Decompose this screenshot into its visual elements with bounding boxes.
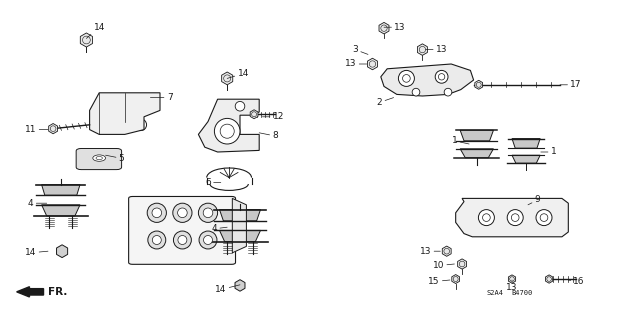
Ellipse shape xyxy=(479,210,495,226)
Ellipse shape xyxy=(536,210,552,226)
Text: 14: 14 xyxy=(227,69,249,78)
Text: 10: 10 xyxy=(433,261,454,270)
Ellipse shape xyxy=(203,208,212,218)
Polygon shape xyxy=(250,110,258,119)
Text: 17: 17 xyxy=(560,80,582,89)
Polygon shape xyxy=(379,22,389,34)
Polygon shape xyxy=(460,149,493,158)
Polygon shape xyxy=(49,124,58,134)
Polygon shape xyxy=(220,230,260,242)
Ellipse shape xyxy=(398,70,415,86)
Ellipse shape xyxy=(214,118,240,144)
Ellipse shape xyxy=(435,70,448,83)
Ellipse shape xyxy=(135,97,147,108)
Ellipse shape xyxy=(107,99,120,112)
Text: B4700: B4700 xyxy=(511,290,532,296)
Ellipse shape xyxy=(138,122,144,128)
Text: 14: 14 xyxy=(25,248,48,257)
Ellipse shape xyxy=(177,208,187,218)
Text: 15: 15 xyxy=(428,277,450,286)
Text: 9: 9 xyxy=(528,196,540,205)
Ellipse shape xyxy=(507,210,523,226)
Text: 16: 16 xyxy=(568,277,585,286)
Ellipse shape xyxy=(148,231,166,249)
Ellipse shape xyxy=(444,88,452,96)
Polygon shape xyxy=(460,130,493,141)
Ellipse shape xyxy=(220,124,234,138)
Text: FR.: FR. xyxy=(48,287,67,297)
Polygon shape xyxy=(90,93,160,134)
Ellipse shape xyxy=(152,236,161,244)
Text: 8: 8 xyxy=(259,132,278,140)
Ellipse shape xyxy=(438,74,445,80)
Text: 13: 13 xyxy=(384,23,406,32)
Text: 6: 6 xyxy=(205,178,221,187)
Ellipse shape xyxy=(135,119,147,131)
Ellipse shape xyxy=(540,214,548,221)
Text: 3: 3 xyxy=(353,45,368,54)
Polygon shape xyxy=(475,80,483,89)
Ellipse shape xyxy=(236,101,245,111)
Ellipse shape xyxy=(173,203,192,222)
Ellipse shape xyxy=(96,156,102,160)
Polygon shape xyxy=(220,210,260,221)
Text: 14: 14 xyxy=(86,23,105,38)
Text: 13: 13 xyxy=(420,247,440,256)
Polygon shape xyxy=(417,44,428,55)
Polygon shape xyxy=(56,245,68,258)
Polygon shape xyxy=(458,259,467,269)
Ellipse shape xyxy=(152,208,162,218)
Text: 1: 1 xyxy=(452,136,469,145)
Ellipse shape xyxy=(412,88,420,96)
Text: 13: 13 xyxy=(345,60,367,68)
Ellipse shape xyxy=(138,100,144,105)
Polygon shape xyxy=(221,72,233,85)
Polygon shape xyxy=(442,246,451,256)
Ellipse shape xyxy=(147,203,166,222)
Text: 11: 11 xyxy=(25,125,48,134)
Text: 4: 4 xyxy=(212,224,227,233)
Polygon shape xyxy=(512,139,540,148)
Ellipse shape xyxy=(403,75,410,82)
Ellipse shape xyxy=(204,236,212,244)
Text: S2A4: S2A4 xyxy=(486,290,503,296)
Polygon shape xyxy=(235,280,245,291)
Polygon shape xyxy=(367,58,378,70)
Polygon shape xyxy=(452,275,460,284)
Text: 13: 13 xyxy=(426,45,447,54)
Text: 4: 4 xyxy=(28,199,47,208)
Polygon shape xyxy=(80,33,93,47)
Text: 5: 5 xyxy=(106,154,124,163)
Polygon shape xyxy=(512,155,540,163)
Ellipse shape xyxy=(199,231,217,249)
Text: 12: 12 xyxy=(262,112,284,121)
Polygon shape xyxy=(381,64,474,96)
Ellipse shape xyxy=(511,214,519,221)
Polygon shape xyxy=(545,275,553,283)
Ellipse shape xyxy=(93,155,106,161)
Polygon shape xyxy=(456,198,568,237)
Text: 14: 14 xyxy=(215,285,240,294)
Text: 2: 2 xyxy=(377,98,394,107)
Ellipse shape xyxy=(173,231,191,249)
Polygon shape xyxy=(198,99,259,152)
Polygon shape xyxy=(508,275,516,283)
Ellipse shape xyxy=(483,214,490,221)
FancyBboxPatch shape xyxy=(129,196,236,264)
Polygon shape xyxy=(42,185,80,195)
Ellipse shape xyxy=(198,203,218,222)
Text: 1: 1 xyxy=(541,148,556,156)
Polygon shape xyxy=(42,205,80,216)
Polygon shape xyxy=(232,198,246,253)
Ellipse shape xyxy=(110,102,116,109)
FancyArrow shape xyxy=(17,287,44,297)
Text: 7: 7 xyxy=(150,93,172,102)
Text: 13: 13 xyxy=(506,280,518,292)
Ellipse shape xyxy=(178,236,187,244)
FancyBboxPatch shape xyxy=(76,148,122,170)
